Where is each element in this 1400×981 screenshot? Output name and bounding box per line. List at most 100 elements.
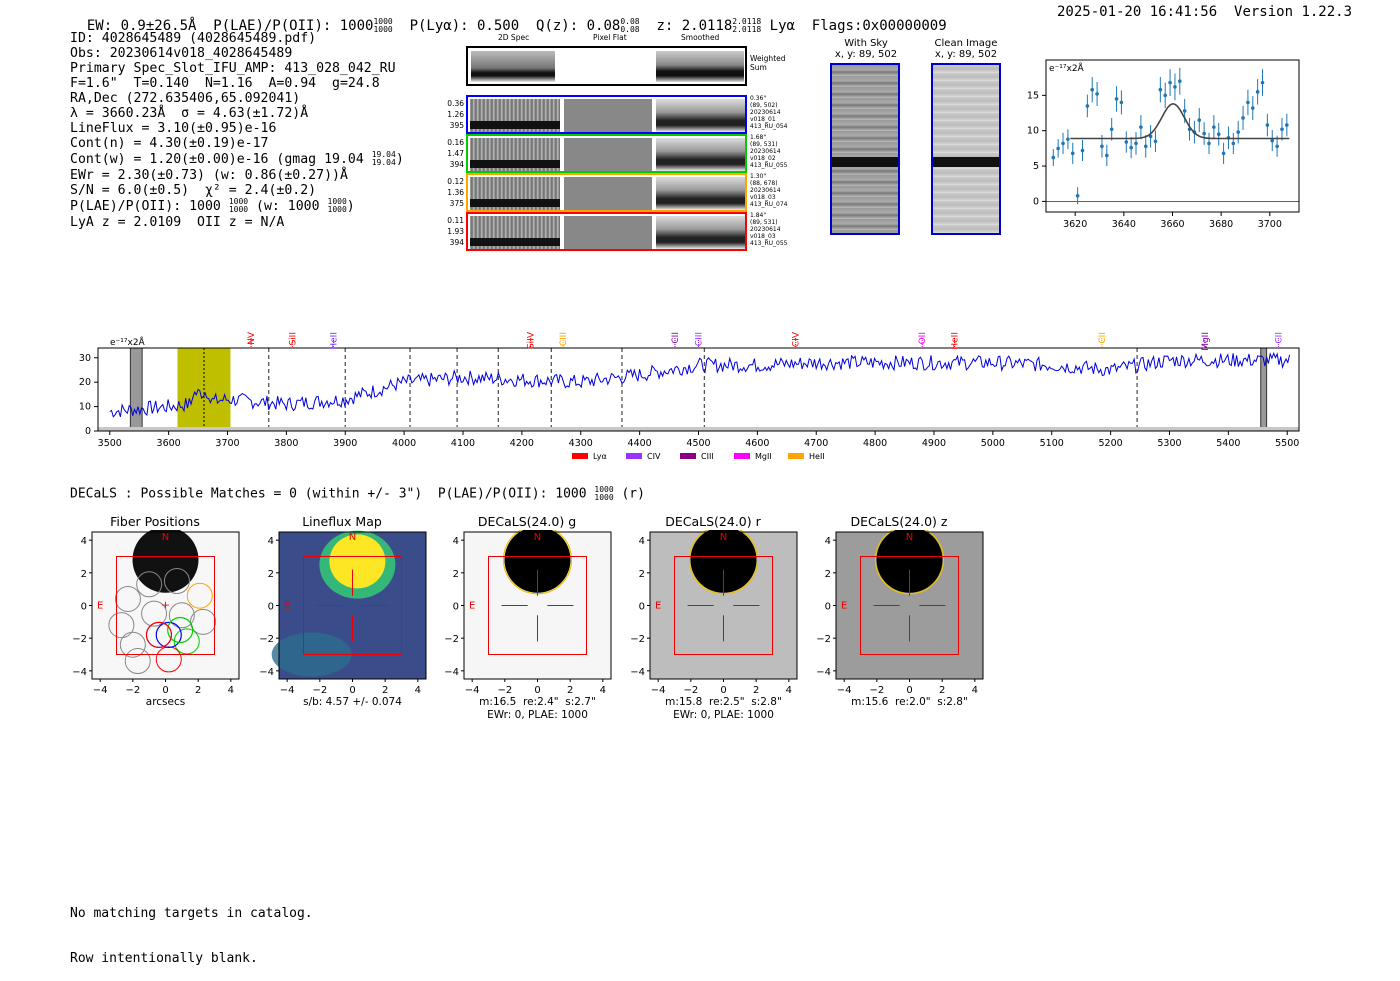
spectrum-line [109,352,1291,418]
zoom-data-point [1061,141,1065,146]
zoom-data-point [1231,141,1236,146]
emission-line-label: CIII [559,332,569,346]
emission-line-label: HeII [329,332,339,350]
header-summary: EW: 0.9±26.5Å P(LAE)/P(OII): 1000 1000 100… [70,2,947,35]
image-panel-r: DECaLS(24.0) r N E 4 2 0 −2 −4 −4 −2 0 2 4 m:15.8 re:… [628,512,808,727]
panel-image: + N E 4 2 0 −2 −4 −4 −2 0 2 4 [72,530,240,696]
zoom-data-point [1051,155,1056,160]
zoom-data-point [1066,137,1070,141]
zoom-data-point [1124,140,1129,144]
emission-line-label: CIII [695,332,705,346]
zoom-ytick-label: 15 [1027,90,1039,101]
info-lambda: λ = 3660.23Å σ = 4.63(±1.72)Å [70,106,309,121]
panel-title: DECaLS(24.0) g [477,514,577,529]
panel-ytick-label: −4 [816,667,831,678]
emission-line-label: HeII [951,332,961,350]
header-plae-range: 1000 1000 [373,17,393,34]
panel-caption: EWr: 0, PLAE: 1000 [673,709,774,721]
panel-xtick-label: −2 [869,685,884,696]
search-box [116,556,215,655]
panel-ytick-label: 0 [453,602,459,613]
spectrum-xtick-label: 4700 [804,438,828,449]
zoom-data-point [1114,97,1119,101]
panel-title: Lineflux Map [302,514,382,529]
panel-ytick-label: 4 [81,536,87,547]
info-id: ID: 4028645489 (4028645489.pdf) [70,31,317,46]
info-radec: RA,Dec (272.635406,65.092041) [70,91,301,106]
spectrum-ytick-label: 10 [79,402,91,413]
panel-xtick-label: −4 [465,685,480,696]
spectrum-xtick-label: 5400 [1216,438,1240,449]
legend-swatch [788,453,804,459]
panel-ytick-label: 4 [268,536,274,547]
zoom-xtick-label: 3640 [1112,219,1136,230]
north-label: N [534,532,541,543]
info-primary: Primary Spec_Slot_IFU_AMP: 413_028_042_R… [70,61,396,76]
panel-ytick-label: −4 [259,667,274,678]
east-label: E [97,601,103,612]
panel-title: DECaLS(24.0) r [665,514,761,529]
panel-xtick-label: −2 [312,685,327,696]
zoom-data-point [1105,153,1109,158]
panel-xtick-label: 2 [753,685,759,696]
zoom-data-point [1100,144,1104,149]
zoom-xtick-label: 3660 [1160,219,1184,230]
cutout-row-frame [466,173,747,212]
zoom-data-point [1241,116,1245,120]
zoom-data-point [1270,138,1275,143]
zoom-data-point [1182,109,1187,113]
spectrum-xtick-label: 5200 [1099,438,1123,449]
info-contn: Cont(n) = 4.30(±0.19)e-17 [70,136,269,151]
source-core [132,530,199,593]
zoom-data-point [1197,118,1202,122]
spectrum-xtick-label: 3600 [157,438,181,449]
header-plae: P(LAE)/P(OII): 1000 [213,18,374,34]
panel-xtick-label: −4 [280,685,295,696]
zoom-ytick-label: 10 [1027,126,1039,137]
image-panel-z: DECaLS(24.0) z N E 4 2 0 −2 −4 −4 −2 0 2 4 m:15.6 re:… [814,512,994,727]
header-right: 2025-01-20 16:41:56 Version 1.22.3 [1057,4,1352,20]
fiber-circle [136,571,163,598]
cutout-row-frame [466,95,747,134]
panel-xtick-label: 0 [534,685,540,696]
north-label: N [720,532,727,543]
cutout-row-stats: 0.36 1.26 395 [447,99,464,130]
spectrum-xtick-label: 4100 [451,438,475,449]
panel-ytick-label: 2 [825,569,831,580]
emission-line-label: NV [247,331,257,345]
cutout-row-meta: 1.30" (88, 678) 20230614 v018_03 413_RU_… [750,173,788,208]
lineflux-peak [329,534,386,589]
panel-xtick-label: 2 [382,685,388,696]
zoom-xtick-label: 3700 [1258,219,1282,230]
zoom-gaussian-fit [1070,103,1290,140]
emission-line-label: OII [918,332,928,344]
image-panel-g: DECaLS(24.0) g N E 4 2 0 −2 −4 −4 −2 0 2 4 m:16.5 re:… [442,512,622,727]
spectrum-ytick-label: 30 [79,353,91,364]
spectrum-xtick-label: 4400 [628,438,652,449]
spectrum-xtick-label: 5300 [1157,438,1181,449]
cutout-headers: 2D Spec Pixel Flat Smoothed [470,34,750,44]
panel-title: DECaLS(24.0) z [850,514,948,529]
zoom-data-point [1221,151,1226,156]
panel-ytick-label: 0 [825,602,831,613]
search-box [674,556,773,655]
panel-caption: m:15.8 re:2.5" s:2.8" [665,696,782,708]
zoom-data-point [1202,131,1206,136]
legend-label: HeII [809,452,825,461]
zoom-data-point [1216,132,1221,137]
weighted-sum-label: Weighted Sum [750,54,786,72]
zoom-data-point [1095,92,1099,96]
cutout-row-meta: 1.84" (89, 531) 20230614 v018_03 413_RU_… [750,212,788,247]
panel-ytick-label: 0 [268,602,274,613]
cutout-row-meta: 0.36" (89, 502) 20230614 v018_01 413_RU_… [750,95,788,130]
zoom-data-point [1177,79,1182,84]
zoom-data-point [1070,151,1075,156]
info-sn: S/N = 6.0(±0.5) χ² = 2.4(±0.2) [70,183,317,198]
header-ew: EW: 0.9±26.5Å [86,18,197,34]
panel-ytick-label: −2 [630,634,645,645]
panel-ytick-label: 2 [639,569,645,580]
panel-ytick-label: 2 [81,569,87,580]
legend-swatch [572,453,588,459]
with-sky-title: With Sky x, y: 89, 502 [834,38,898,60]
source-core [504,530,571,593]
